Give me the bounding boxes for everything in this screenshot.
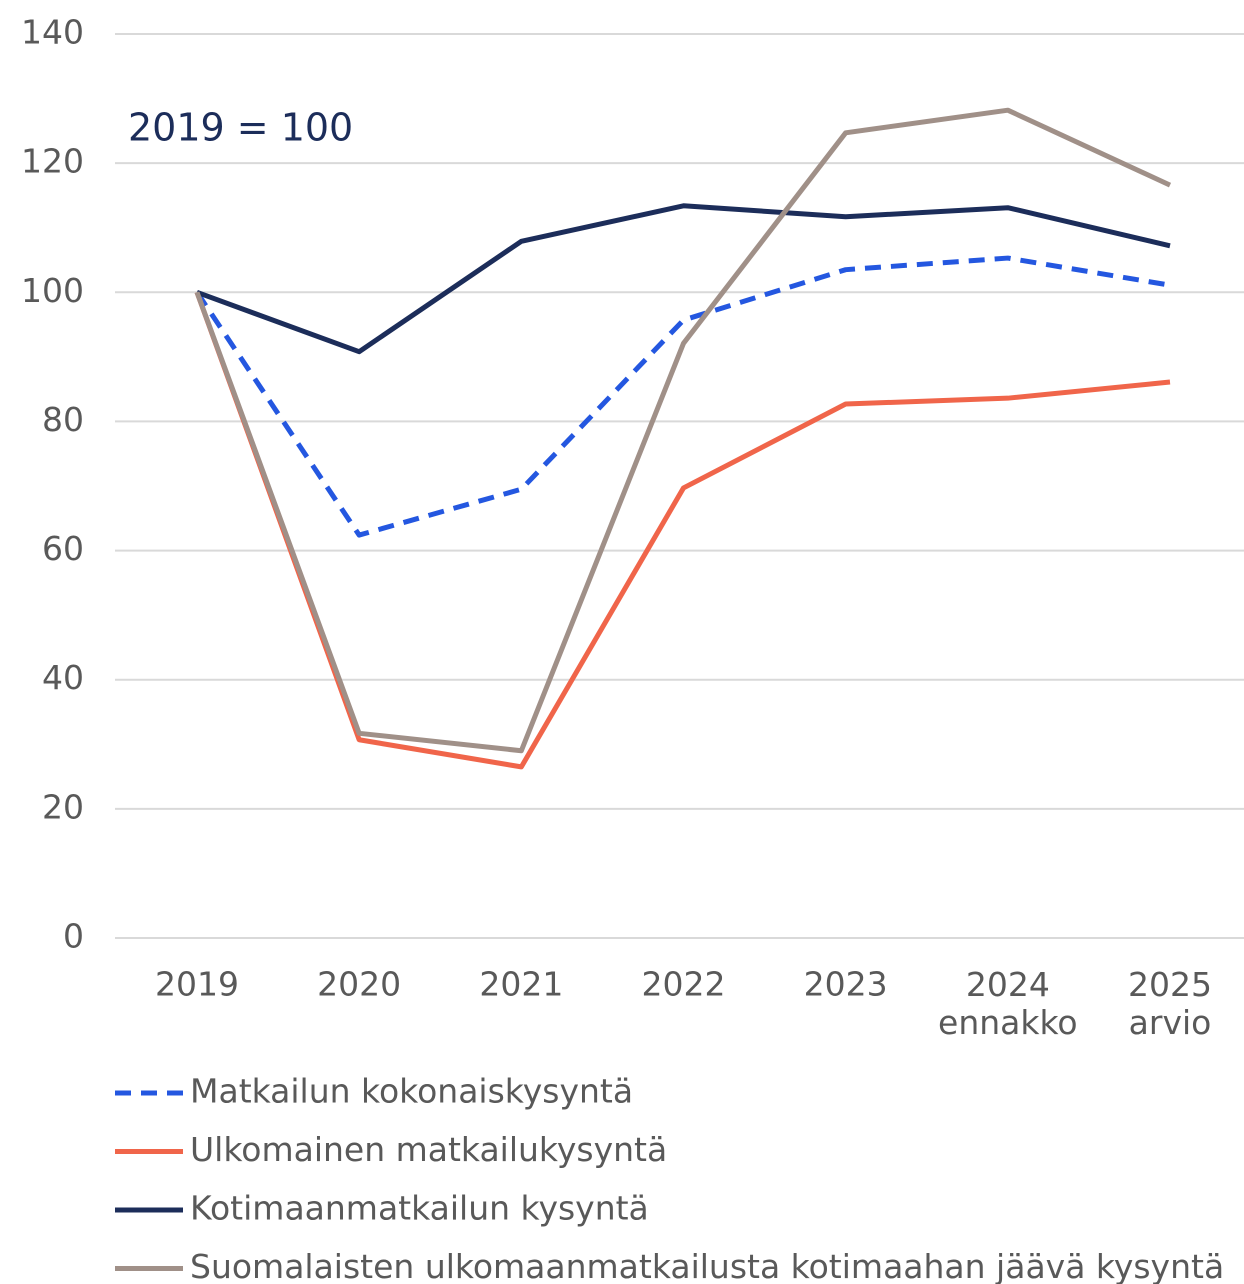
- legend-label: Matkailun kokonaiskysyntä: [190, 1072, 633, 1111]
- x-tick-label: 2021: [479, 965, 563, 1004]
- series-line: [196, 203, 1171, 355]
- x-tick-label: 2023: [804, 965, 888, 1004]
- y-tick-label: 20: [42, 787, 84, 826]
- y-tick-label: 80: [42, 400, 84, 439]
- x-tick-label: 2024 ennakko: [938, 965, 1078, 1042]
- legend-label: Suomalaisten ulkomaanmatkailusta kotimaa…: [190, 1247, 1224, 1284]
- y-tick-label: 120: [21, 142, 84, 181]
- legend-label: Ulkomainen matkailukysyntä: [190, 1130, 667, 1169]
- x-tick-label: 2022: [642, 965, 726, 1004]
- x-tick-label: 2025 arvio: [1128, 965, 1212, 1042]
- series-line: [194, 291, 1171, 770]
- series-line: [194, 107, 1172, 754]
- y-tick-label: 0: [63, 917, 84, 956]
- series-line: [194, 255, 1171, 538]
- annotation: 2019 = 100: [128, 106, 353, 150]
- x-tick-label: 2020: [317, 965, 401, 1004]
- y-tick-label: 40: [42, 658, 84, 697]
- x-tick-label: 2019: [155, 965, 239, 1004]
- y-tick-label: 60: [42, 529, 84, 568]
- y-tick-label: 140: [21, 13, 84, 52]
- y-tick-label: 100: [21, 271, 84, 310]
- legend-label: Kotimaanmatkailun kysyntä: [190, 1189, 649, 1228]
